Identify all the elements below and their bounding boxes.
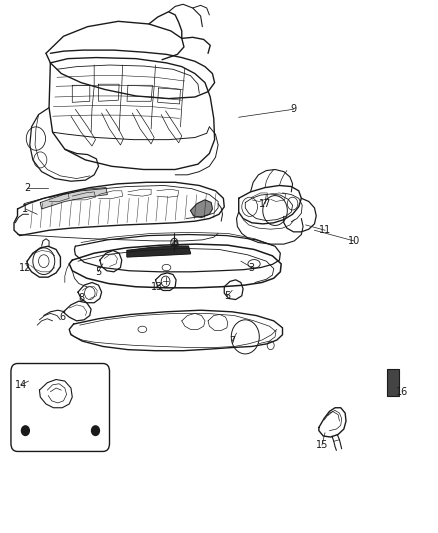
Text: 14: 14 [15,380,27,390]
Circle shape [21,426,29,435]
Text: 5: 5 [224,292,230,301]
Text: 13: 13 [151,282,163,292]
Polygon shape [127,246,191,257]
Text: 16: 16 [396,387,408,397]
Text: 15: 15 [316,440,328,450]
Text: 17: 17 [259,199,271,208]
Text: 3: 3 [249,263,255,272]
Text: 2: 2 [24,183,30,192]
Text: 10: 10 [348,236,360,246]
Text: 12: 12 [19,263,32,272]
FancyBboxPatch shape [387,369,399,396]
Text: 11: 11 [319,225,331,235]
Text: 5: 5 [95,267,101,277]
Polygon shape [40,188,107,209]
Text: 4: 4 [171,240,177,250]
Circle shape [92,426,99,435]
Text: 8: 8 [78,294,84,303]
Text: 9: 9 [290,104,297,114]
Text: 6: 6 [59,312,65,322]
Text: 1: 1 [22,204,28,214]
Polygon shape [191,200,212,217]
Text: 7: 7 [229,336,235,346]
